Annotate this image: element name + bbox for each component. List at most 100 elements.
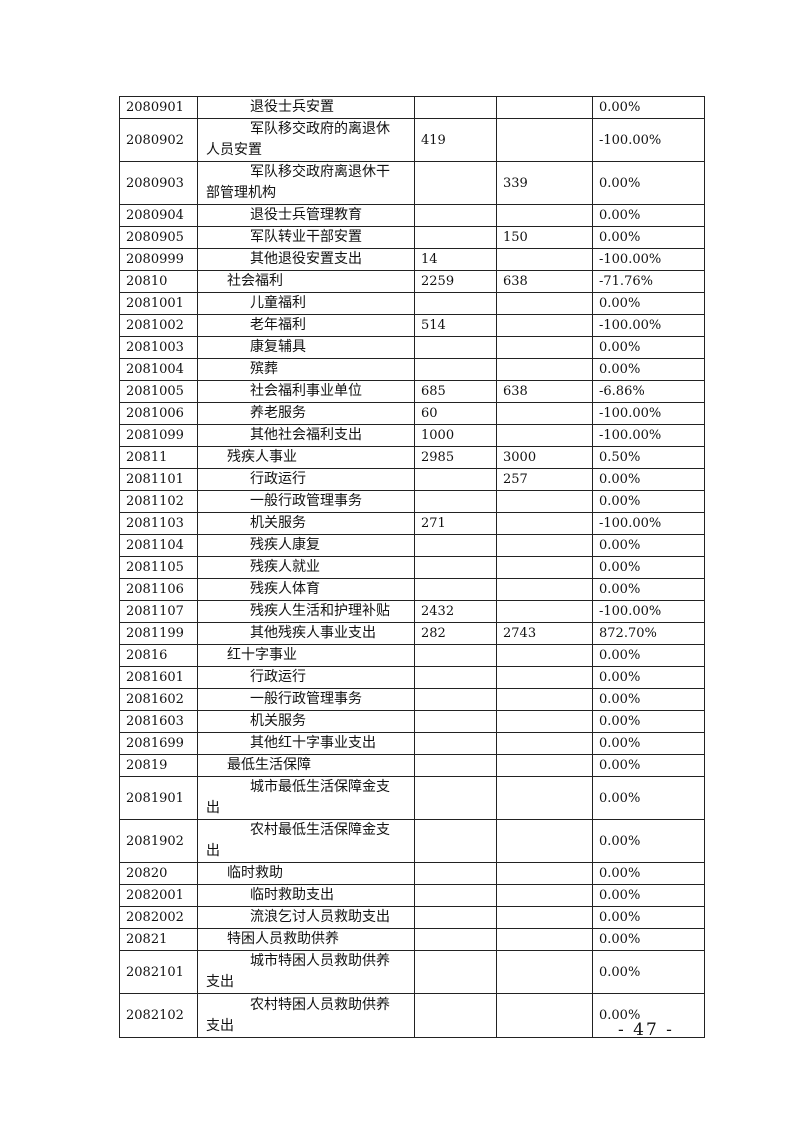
name-cell: 其他退役安置支出 bbox=[197, 248, 415, 272]
change-pct-cell: 0.00% bbox=[592, 950, 705, 995]
code-cell: 2081105 bbox=[119, 556, 198, 580]
value-cell-1 bbox=[414, 862, 497, 886]
value-cell-1 bbox=[414, 776, 497, 821]
value-cell-1: 60 bbox=[414, 402, 497, 426]
code-cell: 2080901 bbox=[119, 96, 198, 119]
table-row: 2082101 城市特困人员救助供养支出 0.00% bbox=[119, 950, 705, 995]
value-cell-1 bbox=[414, 226, 497, 250]
change-pct-cell: 0.00% bbox=[592, 292, 705, 316]
code-cell: 2081004 bbox=[119, 358, 198, 382]
code-cell: 20811 bbox=[119, 446, 198, 470]
value-cell-2: 638 bbox=[496, 380, 593, 404]
code-cell: 2081006 bbox=[119, 402, 198, 426]
table-row: 2080905 军队转业干部安置 150 0.00% bbox=[119, 226, 705, 250]
value-cell-2 bbox=[496, 292, 593, 316]
name-cell: 行政运行 bbox=[197, 468, 415, 492]
table-row: 2080903 军队移交政府离退休干部管理机构 339 0.00% bbox=[119, 161, 705, 206]
name-cell: 残疾人康复 bbox=[197, 534, 415, 558]
budget-table: 2080901 退役士兵安置 0.00% 2080902 军队移交政府的离退休人员安置 4… bbox=[119, 96, 705, 1038]
name-cell: 特困人员救助供养 bbox=[197, 928, 415, 952]
table-row: 2081199 其他残疾人事业支出 282 2743 872.70% bbox=[119, 622, 705, 646]
value-cell-1: 271 bbox=[414, 512, 497, 536]
code-cell: 2081104 bbox=[119, 534, 198, 558]
value-cell-2 bbox=[496, 534, 593, 558]
value-cell-2 bbox=[496, 96, 593, 119]
value-cell-1: 2985 bbox=[414, 446, 497, 470]
value-cell-1 bbox=[414, 96, 497, 119]
code-cell: 2081902 bbox=[119, 819, 198, 864]
name-cell: 军队转业干部安置 bbox=[197, 226, 415, 250]
value-cell-2 bbox=[496, 928, 593, 952]
change-pct-cell: -100.00% bbox=[592, 248, 705, 272]
change-pct-cell: 0.00% bbox=[592, 358, 705, 382]
code-cell: 20820 bbox=[119, 862, 198, 886]
change-pct-cell: 0.00% bbox=[592, 161, 705, 206]
name-cell: 最低生活保障 bbox=[197, 754, 415, 778]
code-cell: 2080902 bbox=[119, 117, 198, 163]
change-pct-cell: -100.00% bbox=[592, 402, 705, 426]
value-cell-2 bbox=[496, 950, 593, 995]
table-row: 2081005 社会福利事业单位 685 638 -6.86% bbox=[119, 380, 705, 404]
value-cell-2 bbox=[496, 644, 593, 668]
value-cell-1 bbox=[414, 490, 497, 514]
change-pct-cell: 0.00% bbox=[592, 204, 705, 228]
table-row: 2081699 其他红十字事业支出 0.00% bbox=[119, 732, 705, 756]
value-cell-1 bbox=[414, 534, 497, 558]
value-cell-1 bbox=[414, 928, 497, 952]
name-cell: 临时救助 bbox=[197, 862, 415, 886]
table-row: 2082002 流浪乞讨人员救助支出 0.00% bbox=[119, 906, 705, 930]
code-cell: 2082002 bbox=[119, 906, 198, 930]
value-cell-2: 150 bbox=[496, 226, 593, 250]
value-cell-2: 2743 bbox=[496, 622, 593, 646]
value-cell-2 bbox=[496, 710, 593, 734]
change-pct-cell: 0.00% bbox=[592, 710, 705, 734]
name-cell: 退役士兵管理教育 bbox=[197, 204, 415, 228]
value-cell-1 bbox=[414, 292, 497, 316]
value-cell-2 bbox=[496, 819, 593, 864]
name-cell: 其他红十字事业支出 bbox=[197, 732, 415, 756]
table-row: 2081602 一般行政管理事务 0.00% bbox=[119, 688, 705, 712]
code-cell: 2081601 bbox=[119, 666, 198, 690]
name-cell: 机关服务 bbox=[197, 512, 415, 536]
value-cell-1: 282 bbox=[414, 622, 497, 646]
name-cell: 城市特困人员救助供养支出 bbox=[197, 950, 415, 995]
code-cell: 2080903 bbox=[119, 161, 198, 206]
name-cell: 城市最低生活保障金支出 bbox=[197, 776, 415, 821]
name-cell: 残疾人就业 bbox=[197, 556, 415, 580]
change-pct-cell: 0.00% bbox=[592, 862, 705, 886]
table-row: 20816 红十字事业 0.00% bbox=[119, 644, 705, 668]
code-cell: 2081901 bbox=[119, 776, 198, 821]
table-row: 2081102 一般行政管理事务 0.00% bbox=[119, 490, 705, 514]
value-cell-2 bbox=[496, 358, 593, 382]
value-cell-2 bbox=[496, 204, 593, 228]
code-cell: 2082101 bbox=[119, 950, 198, 995]
change-pct-cell: 0.00% bbox=[592, 884, 705, 908]
table-row: 2081603 机关服务 0.00% bbox=[119, 710, 705, 734]
table-row: 2080999 其他退役安置支出 14 -100.00% bbox=[119, 248, 705, 272]
change-pct-cell: 0.00% bbox=[592, 644, 705, 668]
table-row: 2081099 其他社会福利支出 1000 -100.00% bbox=[119, 424, 705, 448]
change-pct-cell: 0.00% bbox=[592, 819, 705, 864]
change-pct-cell: 0.00% bbox=[592, 556, 705, 580]
value-cell-2 bbox=[496, 666, 593, 690]
change-pct-cell: 0.00% bbox=[592, 96, 705, 119]
value-cell-1 bbox=[414, 688, 497, 712]
value-cell-2 bbox=[496, 424, 593, 448]
value-cell-1 bbox=[414, 754, 497, 778]
value-cell-2: 638 bbox=[496, 270, 593, 294]
code-cell: 2081002 bbox=[119, 314, 198, 338]
change-pct-cell: 0.00% bbox=[592, 336, 705, 360]
change-pct-cell: 0.00% bbox=[592, 534, 705, 558]
change-pct-cell: 0.00% bbox=[592, 490, 705, 514]
change-pct-cell: 0.00% bbox=[592, 578, 705, 602]
value-cell-1 bbox=[414, 468, 497, 492]
change-pct-cell: 0.00% bbox=[592, 754, 705, 778]
name-cell: 其他残疾人事业支出 bbox=[197, 622, 415, 646]
table-row: 2082102 农村特困人员救助供养支出 0.00% bbox=[119, 993, 705, 1038]
table-row: 2081003 康复辅具 0.00% bbox=[119, 336, 705, 360]
code-cell: 2081003 bbox=[119, 336, 198, 360]
name-cell: 社会福利 bbox=[197, 270, 415, 294]
table-row: 2082001 临时救助支出 0.00% bbox=[119, 884, 705, 908]
name-cell: 行政运行 bbox=[197, 666, 415, 690]
name-cell: 退役士兵安置 bbox=[197, 96, 415, 119]
